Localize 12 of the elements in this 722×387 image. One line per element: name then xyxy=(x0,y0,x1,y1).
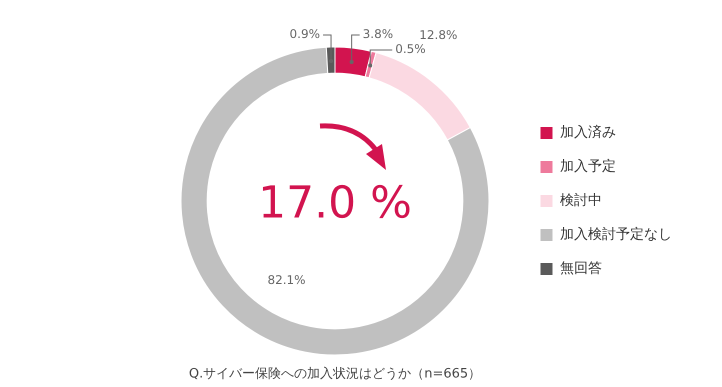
data-label: 3.8% xyxy=(362,27,394,42)
data-label: 0.9% xyxy=(290,27,320,42)
text: Q.サイバー保険への加入状況はどうか（n=665） xyxy=(188,366,482,382)
legend-label: 無回答 xyxy=(560,260,602,277)
text: 17.0 % xyxy=(258,177,412,228)
legend-label: 加入済み xyxy=(560,124,616,141)
legend-label: 加入検討予定なし xyxy=(560,226,672,243)
data-label: 0.5% xyxy=(395,42,426,56)
data-label: 82.1% xyxy=(267,272,306,287)
legend-label: 加入予定 xyxy=(560,158,616,175)
data-label: 12.8% xyxy=(419,28,458,42)
legend-label: 検討中 xyxy=(560,192,602,209)
